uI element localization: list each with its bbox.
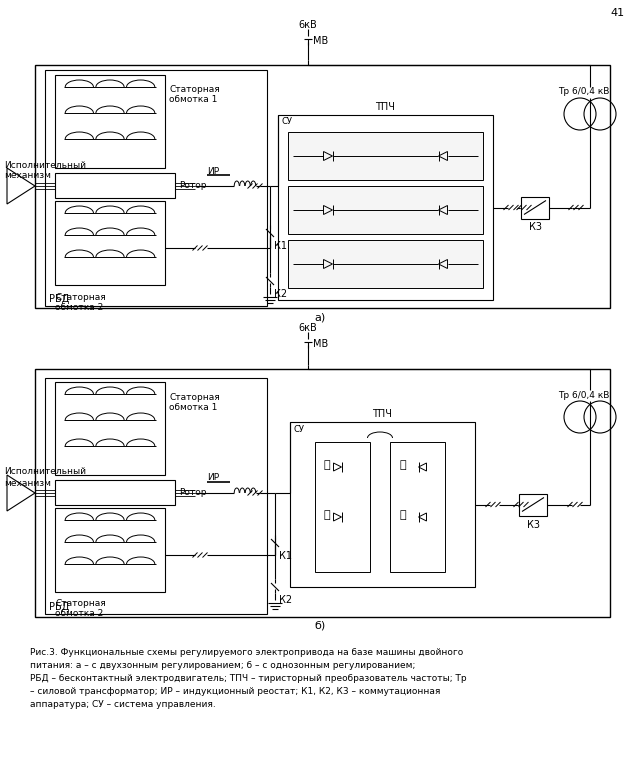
Bar xyxy=(55,201,165,285)
Text: 6кВ: 6кВ xyxy=(299,323,317,333)
Bar xyxy=(390,442,445,572)
Bar xyxy=(55,75,165,168)
Bar xyxy=(290,422,475,587)
Text: обмотка 1: обмотка 1 xyxy=(169,95,218,105)
Bar xyxy=(35,65,610,308)
Text: обмотка 2: обмотка 2 xyxy=(55,303,103,311)
Text: СУ: СУ xyxy=(294,424,305,434)
Text: Статорная: Статорная xyxy=(169,86,220,94)
Text: РБД – бесконтактный электродвигатель; ТПЧ – тиристорный преобразователь частоты;: РБД – бесконтактный электродвигатель; ТП… xyxy=(30,674,467,683)
Text: обмотка 1: обмотка 1 xyxy=(169,402,218,412)
Text: аппаратура; СУ – система управления.: аппаратура; СУ – система управления. xyxy=(30,700,216,709)
Text: Ротор: Ротор xyxy=(179,488,207,497)
Bar xyxy=(521,197,549,218)
Text: РБД: РБД xyxy=(49,294,69,304)
Text: ТПЧ: ТПЧ xyxy=(372,409,392,419)
Text: СУ: СУ xyxy=(282,116,293,126)
Text: питания: а – с двухзонным регулированием; б – с однозонным регулированием;: питания: а – с двухзонным регулированием… xyxy=(30,661,415,670)
Text: 米: 米 xyxy=(400,460,406,470)
Text: 41: 41 xyxy=(610,8,624,18)
Text: 本: 本 xyxy=(323,510,330,520)
Text: К1: К1 xyxy=(274,241,287,251)
Text: МВ: МВ xyxy=(313,36,328,46)
Bar xyxy=(55,382,165,475)
Text: К3: К3 xyxy=(529,222,541,232)
Text: Статорная: Статорная xyxy=(169,392,220,402)
Text: механизм: механизм xyxy=(4,478,51,488)
Text: Рис.3. Функциональные схемы регулируемого электропривода на базе машины двойного: Рис.3. Функциональные схемы регулируемог… xyxy=(30,648,463,657)
Bar xyxy=(45,378,267,614)
Text: механизм: механизм xyxy=(4,172,51,180)
Text: К2: К2 xyxy=(279,595,292,605)
Text: ИР: ИР xyxy=(207,473,219,483)
Text: Статорная: Статорная xyxy=(55,600,106,608)
Bar xyxy=(55,508,165,592)
Bar xyxy=(45,70,267,306)
Text: К3: К3 xyxy=(527,519,540,530)
Bar xyxy=(288,186,483,234)
Bar xyxy=(288,240,483,288)
Bar xyxy=(519,494,547,516)
Text: Тр 6/0,4 кВ: Тр 6/0,4 кВ xyxy=(558,391,609,399)
Text: а): а) xyxy=(314,312,326,322)
Text: Исполнительный: Исполнительный xyxy=(4,161,86,169)
Text: 本: 本 xyxy=(323,460,330,470)
Text: Статорная: Статорная xyxy=(55,292,106,302)
Bar xyxy=(35,369,610,617)
Bar xyxy=(55,173,175,198)
Text: 米: 米 xyxy=(400,510,406,520)
Text: ИР: ИР xyxy=(207,166,219,176)
Bar xyxy=(288,132,483,180)
Text: Исполнительный: Исполнительный xyxy=(4,467,86,477)
Text: К2: К2 xyxy=(274,289,287,299)
Bar xyxy=(278,115,493,300)
Text: 6кВ: 6кВ xyxy=(299,20,317,30)
Text: МВ: МВ xyxy=(313,339,328,349)
Text: б): б) xyxy=(314,620,326,630)
Bar xyxy=(315,442,370,572)
Text: обмотка 2: обмотка 2 xyxy=(55,609,103,619)
Text: РБД: РБД xyxy=(49,602,69,612)
Text: Ротор: Ротор xyxy=(179,181,207,190)
Text: Тр 6/0,4 кВ: Тр 6/0,4 кВ xyxy=(558,87,609,97)
Bar xyxy=(55,480,175,505)
Text: К1: К1 xyxy=(279,551,292,561)
Text: – силовой трансформатор; ИР – индукционный реостат; К1, К2, К3 – коммутационная: – силовой трансформатор; ИР – индукционн… xyxy=(30,687,440,696)
Text: ТПЧ: ТПЧ xyxy=(376,102,396,112)
